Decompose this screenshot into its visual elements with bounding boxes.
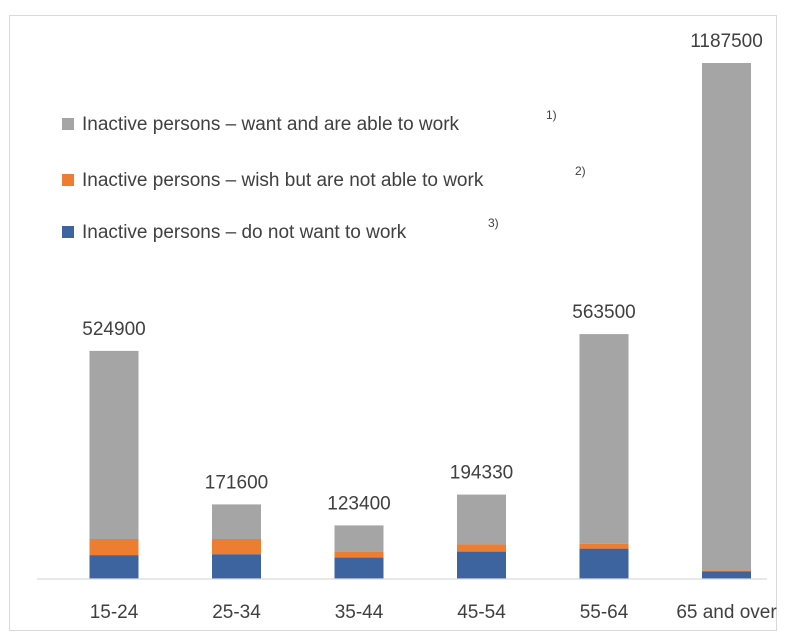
bar-segment-55-64-series-1 xyxy=(579,543,629,549)
total-data-label: 123400 xyxy=(327,493,390,514)
total-data-label: 563500 xyxy=(572,302,635,323)
bar-segment-25-34-series-0 xyxy=(212,554,261,579)
bar-segment-15-24-series-2 xyxy=(89,350,139,539)
legend: Inactive persons – want and are able to … xyxy=(62,108,586,243)
bar-segment-35-44-series-0 xyxy=(334,557,384,579)
total-labels: 524900 171600 123400 194330 563500 1187500 xyxy=(82,31,762,514)
legend-label: Inactive persons – wish but are not able… xyxy=(82,170,484,191)
legend-swatch xyxy=(62,174,74,186)
bar-segment-65-and-over-series-1 xyxy=(702,570,751,572)
x-tick-label: 65 and over xyxy=(676,602,777,623)
legend-swatch xyxy=(62,118,74,130)
bar-segment-55-64-series-0 xyxy=(579,548,629,579)
x-tick-label: 55-64 xyxy=(580,602,629,623)
bar-segment-45-54-series-0 xyxy=(457,551,506,579)
x-tick-label: 45-54 xyxy=(457,602,506,623)
legend-footnote-marker: 3) xyxy=(488,216,499,230)
legend-swatch xyxy=(62,226,74,238)
total-data-label: 171600 xyxy=(205,472,268,493)
legend-label: Inactive persons – want and are able to … xyxy=(82,114,460,135)
bar-segment-55-64-series-2 xyxy=(579,334,629,544)
x-tick-label: 35-44 xyxy=(335,602,384,623)
legend-label: Inactive persons – do not want to work xyxy=(82,222,407,243)
total-data-label: 524900 xyxy=(82,319,145,340)
bar-segment-15-24-series-0 xyxy=(89,555,139,579)
bars-group xyxy=(89,63,751,579)
total-data-label: 194330 xyxy=(450,463,513,484)
bar-segment-45-54-series-1 xyxy=(457,544,506,552)
legend-footnote-marker: 1) xyxy=(546,108,557,122)
bar-segment-65-and-over-series-2 xyxy=(702,63,751,571)
total-data-label: 1187500 xyxy=(690,31,763,52)
chart-frame xyxy=(9,15,777,631)
x-tick-label: 15-24 xyxy=(90,602,139,623)
bar-segment-35-44-series-1 xyxy=(334,551,384,558)
bar-segment-35-44-series-2 xyxy=(334,525,384,552)
bar-segment-25-34-series-2 xyxy=(212,504,261,539)
bar-segment-45-54-series-2 xyxy=(457,494,506,545)
x-axis-labels: 15-24 25-34 35-44 45-54 55-64 65 and over xyxy=(90,602,778,623)
x-tick-label: 25-34 xyxy=(212,602,261,623)
legend-footnote-marker: 2) xyxy=(575,164,586,178)
bar-segment-25-34-series-1 xyxy=(212,539,261,555)
bar-segment-15-24-series-1 xyxy=(89,539,139,556)
bar-segment-65-and-over-series-0 xyxy=(702,571,751,579)
